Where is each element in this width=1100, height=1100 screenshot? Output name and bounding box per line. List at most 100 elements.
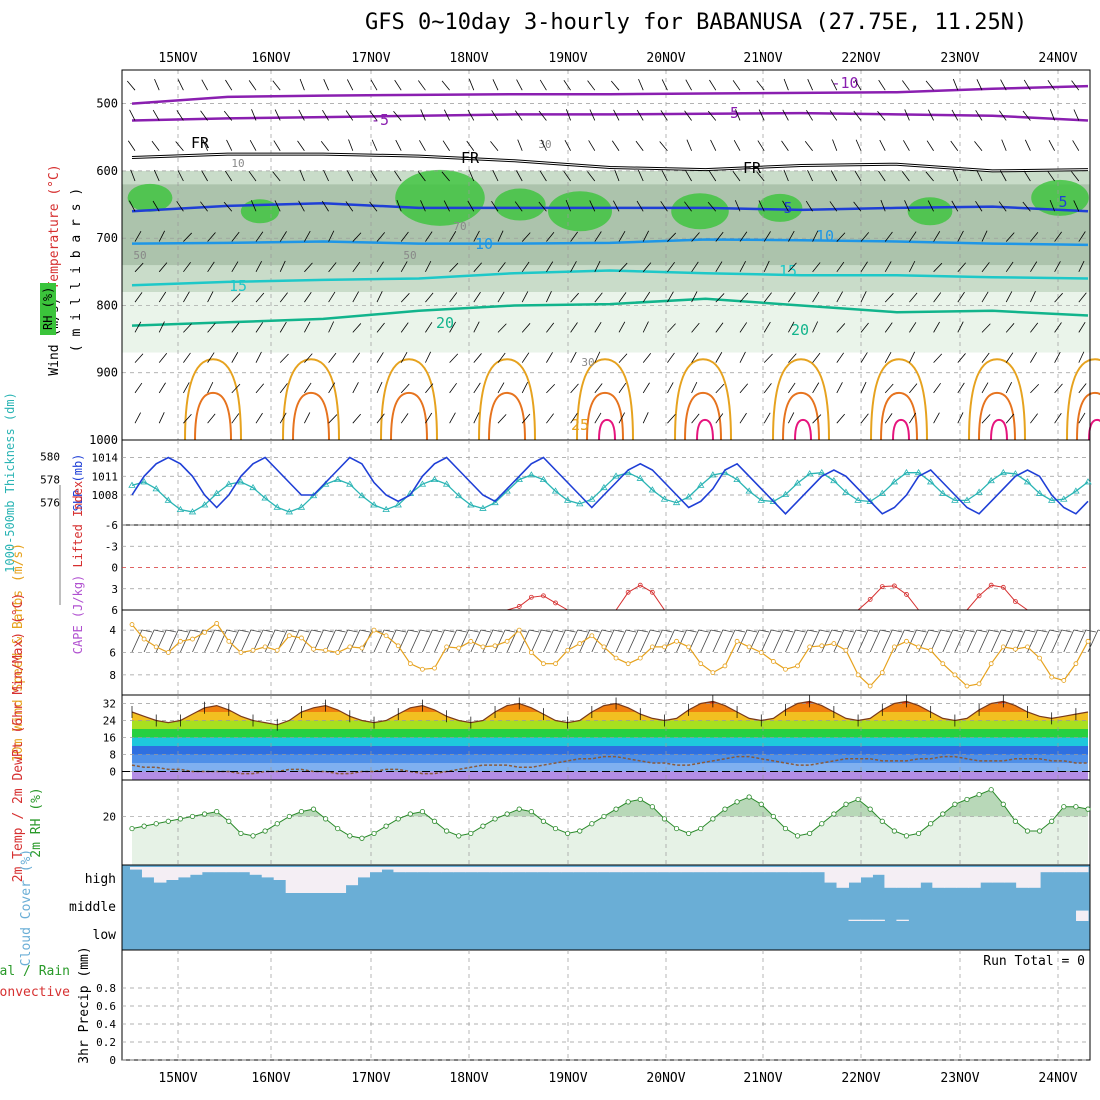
- surface-wind-barb: [1051, 629, 1063, 653]
- wind-barb: [1071, 80, 1080, 91]
- wind-barb: [618, 382, 627, 394]
- surface-wind-barb-flag: [420, 629, 431, 633]
- wind-speed-point: [758, 650, 764, 655]
- rh-point: [686, 830, 692, 837]
- wind-barb: [473, 412, 480, 424]
- wind-barb: [860, 352, 868, 363]
- cloud-gap-high: [309, 867, 323, 893]
- wind-barb: [442, 140, 450, 151]
- wind-barb: [763, 231, 771, 242]
- wind-speed-point: [601, 644, 607, 650]
- wind-barb: [589, 109, 596, 121]
- surface-wind-barb: [1087, 629, 1099, 653]
- contour-label: FR: [191, 134, 210, 152]
- thickness-point: [999, 468, 1007, 476]
- wind-barb: [981, 291, 989, 303]
- cloud-gap-high: [632, 867, 646, 873]
- lifted-index-point: [867, 596, 873, 602]
- wind-barb: [975, 110, 983, 121]
- cloud-gap-high: [992, 867, 1005, 883]
- contour-label: 30: [581, 356, 594, 369]
- wind-barb: [231, 322, 240, 333]
- isotherm-30-loop: [194, 391, 232, 441]
- wind-speed-point: [226, 638, 232, 644]
- wind-barb: [812, 382, 820, 394]
- wind-barb: [830, 170, 838, 182]
- surface-wind-barb-flag: [190, 629, 201, 633]
- contour-label: 10: [475, 235, 493, 253]
- cloud-gap-high: [1040, 867, 1053, 873]
- cloud-layer-label: middle: [69, 900, 116, 915]
- cloud-gap-high: [573, 867, 586, 873]
- thickness-point: [479, 504, 487, 511]
- wind-barb: [200, 110, 208, 121]
- surface-wind-barb: [990, 629, 1002, 653]
- cloud-gap-high: [177, 867, 191, 878]
- wind-barb: [691, 381, 698, 394]
- wind-barb: [473, 353, 482, 363]
- wind-barb: [667, 232, 677, 242]
- cloud-gap-high: [249, 867, 263, 875]
- wind-barb: [449, 231, 457, 242]
- lifted-index-point: [904, 592, 909, 597]
- thickness-point: [297, 503, 306, 510]
- wind-barb: [134, 412, 141, 424]
- cloud-gap-high: [429, 867, 442, 873]
- wind-barb: [224, 170, 233, 182]
- day-label-bottom: 18NOV: [449, 1071, 488, 1086]
- wind-speed-point: [686, 644, 692, 650]
- wind-barb: [441, 171, 450, 182]
- wind-barb: [613, 109, 620, 121]
- wind-barb: [328, 321, 335, 333]
- rh-high-patch: [671, 193, 729, 230]
- rh-point: [903, 833, 910, 839]
- wind-barb: [1054, 261, 1061, 273]
- wind-barb: [933, 321, 940, 333]
- surface-wind-barb-flag: [783, 629, 794, 633]
- wind-barb: [419, 140, 426, 151]
- wind-speed-point: [831, 641, 837, 646]
- cloud-cover-panel: high middle low Cloud Cover (%): [19, 849, 1091, 966]
- rh-point: [189, 813, 196, 820]
- thickness-point: [370, 501, 378, 508]
- surface-wind-barb-flag: [686, 629, 697, 633]
- wind-barb: [320, 141, 329, 151]
- wind-barb: [933, 292, 942, 303]
- wind-barb: [491, 110, 499, 121]
- thickness-point: [225, 480, 233, 487]
- thickness-point: [467, 501, 475, 508]
- wind-speed-point: [855, 672, 861, 678]
- wind-barb: [957, 262, 966, 273]
- wind-barb: [807, 169, 813, 182]
- isotherm-10: [131, 238, 1089, 247]
- cloud-gap-high: [453, 867, 466, 873]
- wind-barb: [473, 262, 482, 273]
- wind-barb: [708, 170, 717, 182]
- cloud-gap-high: [345, 867, 359, 886]
- y-tick-precip: 0.2: [96, 1036, 116, 1049]
- y-tick-pressure: 600: [96, 164, 118, 178]
- wind-barb: [255, 322, 264, 333]
- rh-point: [637, 796, 643, 803]
- rh-point: [552, 825, 559, 832]
- wind-barb: [127, 140, 136, 151]
- wind-barb: [376, 232, 386, 242]
- wind-barb: [981, 230, 988, 242]
- surface-wind-barb-flag: [166, 629, 177, 633]
- cloud-gap-high: [1076, 867, 1089, 873]
- wind-barb: [739, 231, 748, 242]
- cloud-gap-high: [1028, 867, 1041, 888]
- wind-barb: [667, 413, 676, 424]
- isotherm-25-loop: [282, 358, 340, 441]
- surface-wind-barb: [1039, 629, 1050, 653]
- wind-barb: [468, 169, 475, 182]
- wind-barb: [417, 171, 426, 182]
- wind-speed-point: [407, 661, 413, 667]
- wind-barb: [176, 201, 184, 212]
- temp-band: [132, 729, 1088, 738]
- wind-barb: [158, 321, 165, 333]
- isotherm-25-loop: [968, 358, 1026, 441]
- wind-barb: [183, 232, 193, 242]
- wind-barb: [788, 382, 796, 394]
- wind-barb: [884, 261, 892, 273]
